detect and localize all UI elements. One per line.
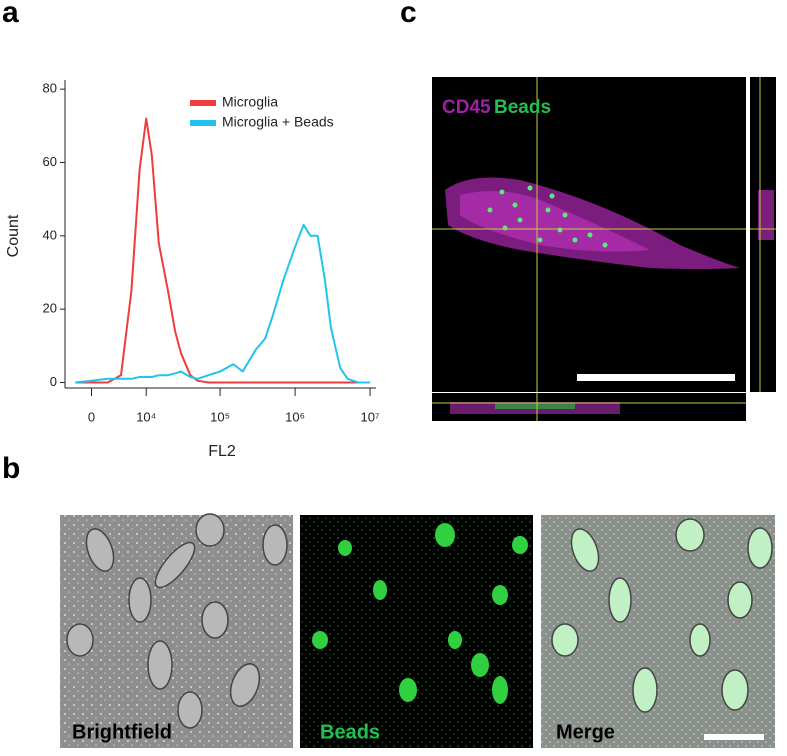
x-tick-label: 10⁷ xyxy=(360,409,379,424)
legend-label: Microglia + Beads xyxy=(222,114,334,130)
channel-label: CD45 xyxy=(442,97,491,118)
series-line xyxy=(75,117,371,384)
beads xyxy=(487,185,608,248)
y-tick-label: 80 xyxy=(43,81,57,96)
scale-bar xyxy=(577,374,735,381)
panel-label: b xyxy=(2,452,20,485)
cells xyxy=(551,518,773,713)
series-line xyxy=(75,223,371,384)
x-tick-label: 10⁵ xyxy=(210,409,230,424)
brightfield-image: Brightfield xyxy=(60,513,293,748)
x-axis-label: FL2 xyxy=(208,443,236,460)
scale-bar xyxy=(704,734,764,740)
merge-image: Merge xyxy=(541,515,775,748)
x-tick-label: 10⁴ xyxy=(136,409,156,424)
panel-label: a xyxy=(2,0,19,29)
legend-label: Microglia xyxy=(222,94,278,110)
y-tick-label: 40 xyxy=(43,227,57,242)
channel-label: Beads xyxy=(494,97,551,118)
x-tick-label: 10⁶ xyxy=(285,409,305,424)
y-tick-label: 20 xyxy=(43,301,57,316)
beads-image: Beads xyxy=(300,515,533,748)
y-axis-label: Count xyxy=(5,214,22,257)
cells xyxy=(312,523,528,704)
panel-label: c xyxy=(400,0,417,29)
x-tick-label: 0 xyxy=(88,409,95,424)
cell-core xyxy=(460,191,650,252)
histogram-chart: Count FL2 0 20 40 60 80 0 10⁴ 10⁵ 10⁶ 10⁷ Microgli… xyxy=(5,80,380,460)
y-tick-label: 60 xyxy=(43,154,57,169)
image-label: Beads xyxy=(320,721,380,743)
y-tick-label: 0 xyxy=(50,374,57,389)
confocal-image: CD45 Beads xyxy=(432,77,776,421)
image-label: Brightfield xyxy=(72,721,172,743)
projection-signal xyxy=(758,190,774,240)
projection-signal xyxy=(495,403,575,409)
image-label: Merge xyxy=(556,721,615,743)
image-texture xyxy=(300,515,533,748)
cells xyxy=(66,513,288,729)
